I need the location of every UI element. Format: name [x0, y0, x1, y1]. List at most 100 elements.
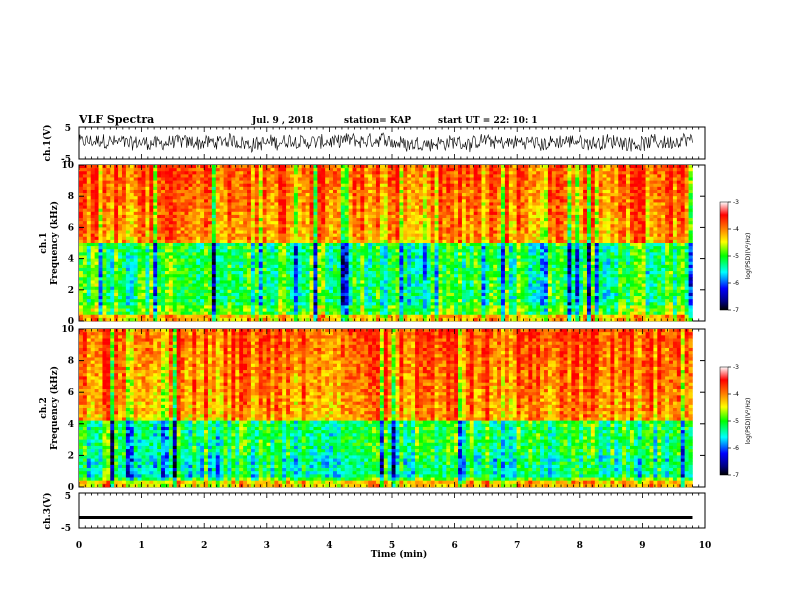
spectrogram-cell: [336, 218, 342, 222]
spectrogram-cell: [485, 258, 490, 263]
spectrogram-cell: [383, 221, 388, 225]
spectrogram-cell: [243, 214, 248, 219]
spectrogram-cell: [379, 186, 385, 191]
spectrogram-cell: [86, 183, 92, 188]
spectrogram-cell: [688, 218, 693, 222]
spectrogram-cell: [438, 189, 443, 194]
spectrogram-cell: [633, 230, 639, 234]
spectrogram-cell: [602, 174, 607, 178]
spectrogram-cell: [133, 193, 138, 197]
spectrogram-cell: [360, 208, 365, 213]
spectrogram-cell: [290, 218, 295, 222]
spectrogram-cell: [598, 214, 603, 219]
spectrogram-cell: [497, 202, 502, 206]
spectrogram-cell: [176, 199, 181, 203]
spectrogram-cell: [227, 174, 232, 178]
spectrogram-cell: [657, 202, 662, 206]
spectrogram-cell: [520, 199, 525, 203]
spectrogram-cell: [379, 189, 385, 194]
spectrogram-cell: [164, 186, 170, 191]
spectrogram-cell: [364, 236, 369, 241]
spectrogram-cell: [348, 177, 353, 181]
spectrogram-cell: [129, 246, 135, 250]
spectrogram-cell: [501, 255, 506, 259]
spectrogram-cell: [508, 205, 514, 209]
spectrogram-cell: [157, 227, 162, 231]
spectrogram-cell: [676, 236, 682, 241]
spectrogram-cell: [317, 258, 322, 263]
spectrogram-cell: [235, 239, 240, 244]
spectrogram-cell: [129, 258, 135, 263]
spectrogram-cell: [579, 239, 584, 244]
spectrogram-cell: [356, 180, 361, 185]
spectrogram-cell: [626, 218, 631, 222]
spectrogram-cell: [629, 258, 635, 263]
spectrogram-cell: [543, 252, 549, 256]
spectrogram-cell: [395, 243, 400, 247]
spectrogram-cell: [438, 261, 443, 266]
spectrogram-cell: [575, 227, 580, 231]
spectrogram-cell: [145, 208, 150, 213]
spectrogram-cell: [649, 171, 654, 175]
spectrogram-cell: [649, 249, 654, 253]
spectrogram-cell: [415, 255, 420, 259]
spectrogram-cell: [633, 211, 639, 216]
spectrogram-cell: [196, 171, 201, 175]
spectrogram-cell: [501, 227, 506, 231]
spectrogram-cell: [243, 221, 248, 225]
spectrogram-cell: [391, 224, 396, 228]
spectrogram-cell: [118, 214, 123, 219]
spectrogram-cell: [274, 199, 279, 203]
spectrogram-cell: [563, 189, 568, 194]
spectrogram-cell: [497, 221, 502, 225]
spectrogram-cell: [547, 252, 553, 256]
spectrogram-cell: [114, 171, 119, 175]
spectrogram-cell: [192, 211, 197, 216]
spectrogram-cell: [590, 243, 596, 247]
spectrogram-cell: [559, 168, 564, 172]
spectrogram-cell: [508, 221, 514, 225]
spectrogram-cell: [344, 193, 349, 197]
spectrogram-cell: [645, 236, 650, 241]
spectrogram-cell: [219, 224, 224, 228]
spectrogram-cell: [415, 180, 420, 185]
spectrogram-cell: [301, 171, 306, 175]
spectrogram-cell: [317, 189, 322, 194]
spectrogram-cell: [450, 236, 455, 241]
spectrogram-cell: [665, 243, 670, 247]
spectrogram-cell: [551, 199, 557, 203]
spectrogram-cell: [297, 202, 303, 206]
spectrogram-cell: [493, 193, 498, 197]
spectrogram-cell: [387, 233, 392, 238]
spectrogram-cell: [332, 236, 338, 241]
spectrogram-cell: [329, 249, 334, 253]
spectrogram-cell: [626, 180, 631, 185]
spectrogram-cell: [90, 261, 95, 266]
spectrogram-cell: [661, 171, 666, 175]
spectrogram-cell: [454, 258, 459, 263]
spectrogram-cell: [473, 239, 478, 244]
spectrogram-cell: [446, 227, 451, 231]
spectrogram-cell: [305, 221, 310, 225]
spectrogram-cell: [114, 249, 119, 253]
spectrogram-cell: [200, 214, 205, 219]
spectrogram-cell: [614, 230, 619, 234]
spectrogram-cell: [94, 211, 99, 216]
spectrogram-cell: [364, 261, 369, 266]
spectrogram-cell: [270, 233, 275, 238]
spectrogram-cell: [364, 196, 369, 200]
spectrogram-cell: [114, 211, 119, 216]
spectrogram-cell: [274, 243, 279, 247]
spectrogram-cell: [325, 196, 330, 200]
spectrogram-cell: [508, 174, 514, 178]
spectrogram-cell: [239, 227, 244, 231]
spectrogram-cell: [590, 239, 596, 244]
spectrogram-cell: [387, 165, 392, 169]
spectrogram-cell: [375, 180, 381, 185]
spectrogram-cell: [125, 193, 131, 197]
spectrogram-cell: [641, 243, 646, 247]
spectrogram-cell: [192, 168, 197, 172]
spectrogram-cell: [106, 239, 111, 244]
spectrogram-cell: [508, 168, 514, 172]
spectrogram-cell: [540, 233, 545, 238]
